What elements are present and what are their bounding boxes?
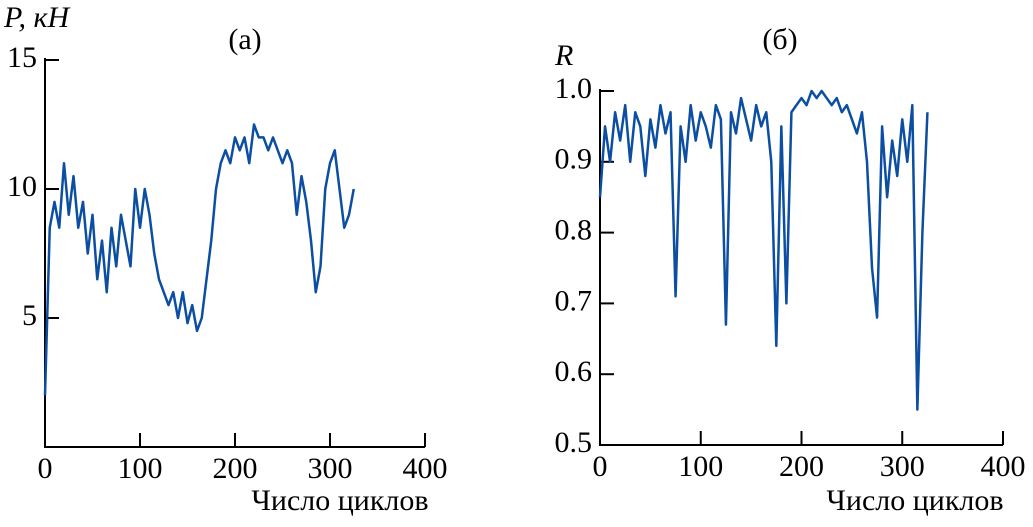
y-axis-label: P, кН [3, 1, 71, 34]
x-tick-label: 300 [308, 452, 353, 485]
x-tick-label: 200 [213, 452, 258, 485]
data-line [598, 89, 929, 411]
data-line [43, 123, 355, 396]
x-tick-label: 100 [678, 450, 723, 483]
y-tick-label: 0.5 [555, 426, 593, 459]
y-tick-label: 0.8 [555, 213, 593, 246]
chart-title: (б) [762, 23, 797, 56]
y-tick-label: 0.7 [555, 284, 593, 317]
x-tick-label: 100 [118, 452, 163, 485]
x-axis-label: Число циклов [826, 484, 1003, 517]
x-axis-label: Число циклов [251, 484, 428, 517]
y-tick-label: 10 [7, 170, 37, 203]
y-tick-label: 0.6 [555, 355, 593, 388]
y-axis-label: R [554, 39, 573, 72]
chart-title: (а) [228, 23, 261, 56]
x-tick-label: 200 [779, 450, 824, 483]
x-tick-label: 300 [880, 450, 925, 483]
y-tick-label: 0.9 [555, 143, 593, 176]
y-tick-label: 1.0 [555, 72, 593, 105]
y-tick-label: 15 [7, 41, 37, 74]
x-tick-label: 0 [38, 452, 53, 485]
x-tick-label: 0 [593, 450, 608, 483]
x-tick-label: 400 [403, 452, 448, 485]
y-tick-label: 5 [22, 299, 37, 332]
x-tick-label: 400 [981, 450, 1026, 483]
axes [599, 89, 1003, 446]
